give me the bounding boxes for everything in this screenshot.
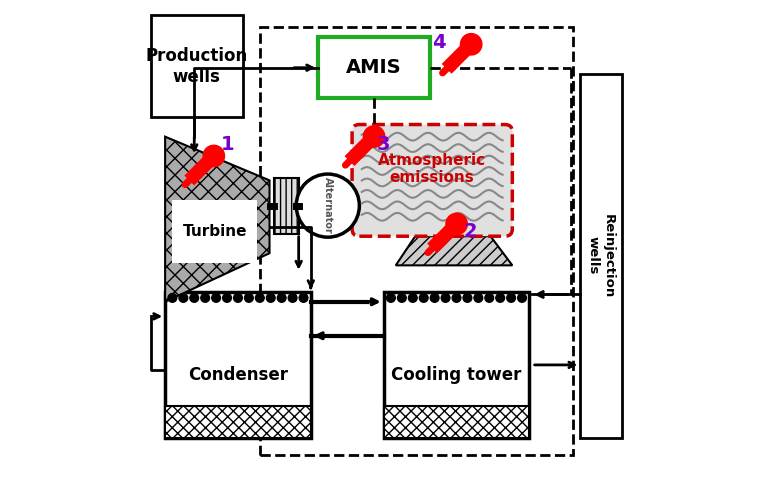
Circle shape	[245, 294, 253, 302]
Text: Condenser: Condenser	[188, 366, 288, 384]
Circle shape	[190, 294, 199, 302]
Circle shape	[409, 294, 417, 302]
Text: 4: 4	[432, 33, 446, 52]
Circle shape	[474, 294, 483, 302]
Text: Alternator: Alternator	[322, 177, 333, 234]
Circle shape	[256, 294, 264, 302]
Bar	[384, 292, 529, 438]
Text: Cooling tower: Cooling tower	[392, 366, 521, 384]
Circle shape	[168, 294, 177, 302]
Circle shape	[200, 294, 210, 302]
Text: Reinjection
wells: Reinjection wells	[587, 213, 615, 298]
Bar	[172, 200, 257, 263]
Circle shape	[288, 294, 297, 302]
Circle shape	[299, 294, 308, 302]
Bar	[260, 27, 573, 455]
Polygon shape	[395, 236, 512, 265]
Circle shape	[387, 294, 395, 302]
Bar	[580, 74, 622, 438]
Text: Atmospheric
emissions: Atmospheric emissions	[378, 152, 486, 185]
Bar	[166, 292, 311, 438]
Polygon shape	[166, 137, 270, 302]
Circle shape	[430, 294, 439, 302]
Bar	[318, 37, 430, 98]
FancyBboxPatch shape	[352, 125, 512, 236]
Circle shape	[507, 294, 515, 302]
Circle shape	[463, 294, 472, 302]
Text: AMIS: AMIS	[346, 58, 402, 77]
Text: 3: 3	[376, 135, 390, 154]
Circle shape	[267, 294, 275, 302]
Circle shape	[234, 294, 242, 302]
Circle shape	[223, 294, 232, 302]
Circle shape	[364, 126, 385, 147]
Circle shape	[461, 34, 482, 55]
Circle shape	[496, 294, 504, 302]
Circle shape	[446, 213, 467, 235]
Circle shape	[203, 145, 225, 167]
Text: 1: 1	[221, 135, 235, 154]
Circle shape	[485, 294, 493, 302]
Text: Production
wells: Production wells	[145, 47, 248, 86]
Bar	[151, 15, 243, 117]
Text: 2: 2	[464, 222, 477, 241]
Circle shape	[420, 294, 428, 302]
Circle shape	[398, 294, 406, 302]
Circle shape	[179, 294, 188, 302]
Text: Turbine: Turbine	[183, 224, 247, 239]
Circle shape	[212, 294, 221, 302]
Circle shape	[441, 294, 450, 302]
Bar	[166, 406, 311, 438]
Bar	[384, 406, 529, 438]
Circle shape	[452, 294, 461, 302]
Circle shape	[277, 294, 286, 302]
Circle shape	[296, 174, 360, 237]
Bar	[274, 178, 298, 234]
Circle shape	[517, 294, 526, 302]
